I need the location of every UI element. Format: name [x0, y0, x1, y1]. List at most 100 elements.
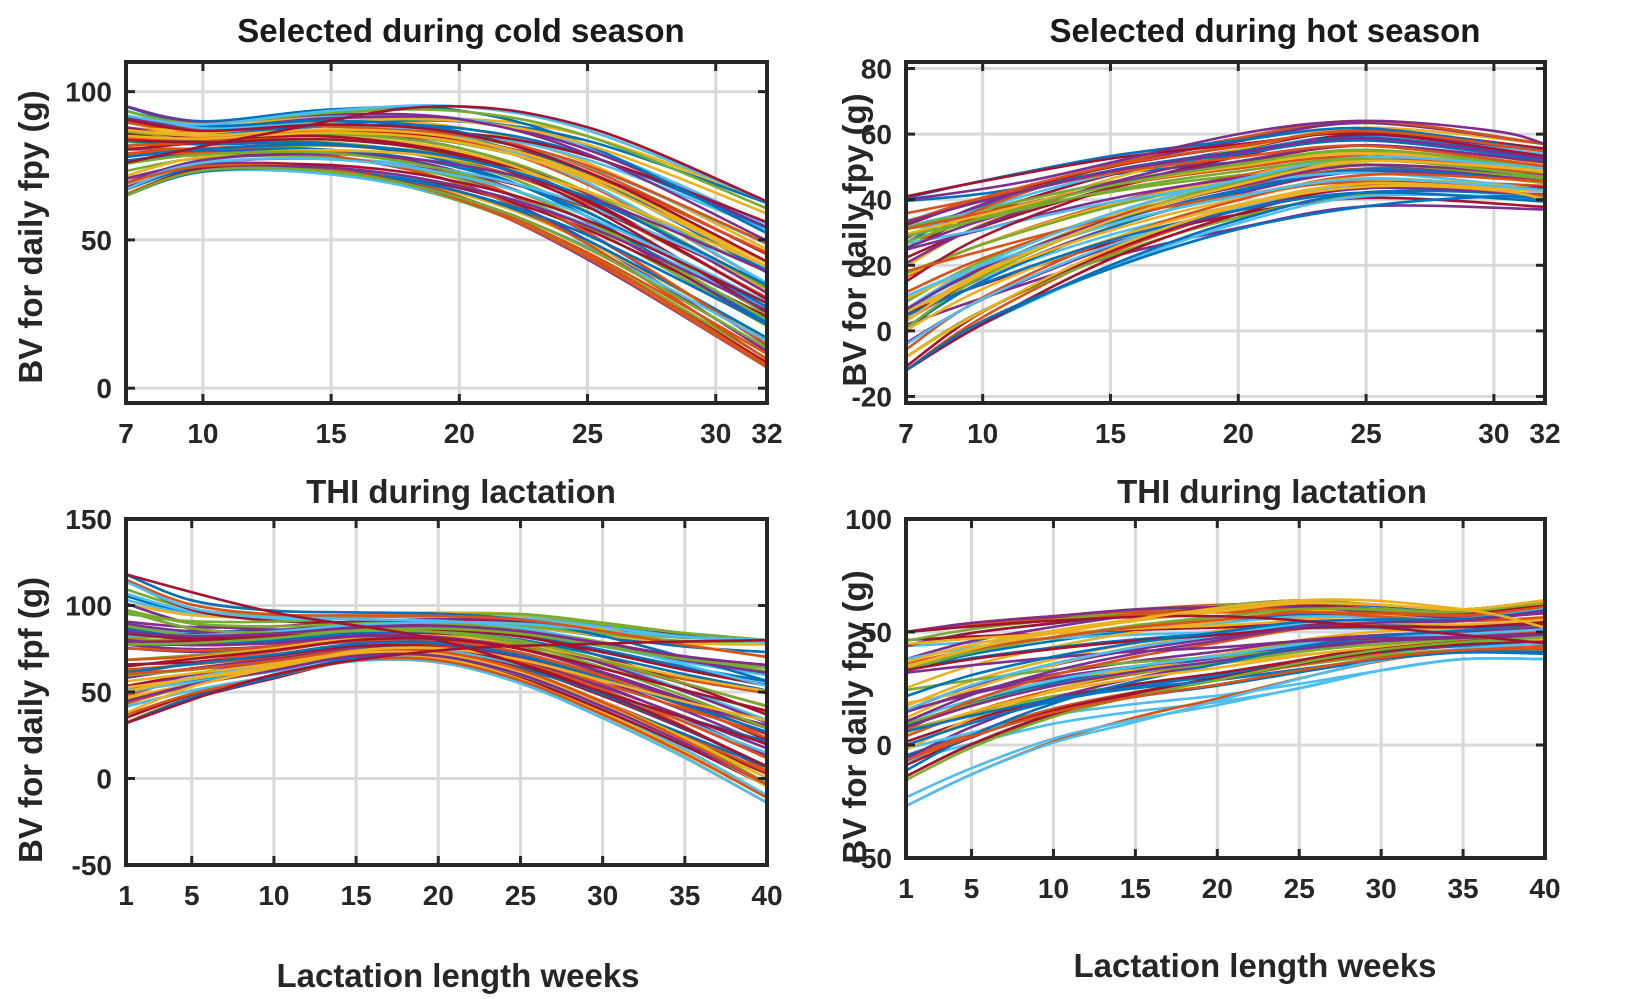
y-tick-label: 50: [81, 225, 112, 256]
data-series-line: [126, 573, 767, 683]
data-series-line: [126, 105, 767, 242]
highlight-series-line: [906, 194, 1545, 372]
y-tick-label: -20: [852, 381, 892, 412]
tick-labels: 7 10 15 20 25 30 32 0 50 100: [65, 77, 782, 449]
y-tick-label: 0: [876, 730, 892, 761]
data-series-line: [126, 627, 767, 670]
data-series-line: [126, 148, 767, 268]
data-series-line: [126, 157, 767, 304]
y-tick-label: 100: [65, 591, 112, 622]
tick-marks: [124, 62, 769, 403]
axes-frame: [124, 60, 769, 405]
panel-title: Selected during hot season: [1050, 12, 1481, 49]
x-tick-label: 1: [118, 880, 134, 911]
tick-marks: [904, 62, 1547, 403]
highlight-series-line: [906, 184, 1545, 359]
data-series-line: [906, 155, 1545, 231]
x-tick-label: 32: [751, 418, 782, 449]
data-series-line: [126, 166, 767, 350]
data-series-line: [906, 628, 1545, 723]
tick-marks: [124, 517, 769, 867]
data-series-line: [906, 634, 1545, 674]
y-tick-label: 100: [845, 504, 892, 535]
x-tick-label: 5: [184, 880, 200, 911]
x-tick-label: 25: [1351, 418, 1382, 449]
x-tick-label: 15: [316, 418, 347, 449]
data-series-line: [906, 621, 1545, 672]
highlight-series-line: [126, 638, 767, 725]
data-series-line: [906, 181, 1545, 332]
x-tick-label: 40: [751, 880, 782, 911]
series-group: [906, 598, 1545, 808]
data-series-line: [906, 635, 1545, 782]
x-tick-label: 35: [1447, 873, 1478, 904]
x-tick-label: 25: [572, 418, 603, 449]
panel-cold-season-thi: Selected during cold season THI during l…: [12, 12, 783, 510]
highlight-series-line: [126, 573, 767, 746]
y-tick-label: 80: [861, 54, 892, 85]
x-tick-label: 15: [341, 880, 372, 911]
y-tick-label: 0: [876, 316, 892, 347]
highlight-series-line: [906, 119, 1545, 201]
x-tick-label: 10: [967, 418, 998, 449]
data-series-line: [126, 128, 767, 264]
data-series-line: [126, 646, 767, 722]
data-series-line: [906, 168, 1545, 311]
panel-hot-season-lactation: Lactation length weeks BV for daily fpy …: [836, 504, 1561, 984]
data-series-line: [126, 152, 767, 273]
x-tick-label: 20: [444, 418, 475, 449]
data-series-line: [126, 118, 767, 263]
x-tick-label: 30: [700, 418, 731, 449]
y-tick-label: -50: [852, 843, 892, 874]
y-tick-label: 0: [96, 373, 112, 404]
y-tick-label: 50: [81, 677, 112, 708]
x-tick-label: 25: [1284, 873, 1315, 904]
x-tick-label: 20: [1223, 418, 1254, 449]
data-series-line: [126, 609, 767, 730]
y-tick-label: 40: [861, 185, 892, 216]
panel-hot-season-thi: Selected during hot season THI during la…: [836, 12, 1561, 510]
y-axis-label: BV for daily fpy (g): [12, 90, 49, 383]
data-series-line: [906, 647, 1545, 762]
x-tick-label: 15: [1095, 418, 1126, 449]
x-tick-label: 7: [118, 418, 134, 449]
data-series-line: [126, 620, 767, 642]
series-group: [126, 104, 767, 369]
panel-title: Selected during cold season: [237, 12, 684, 49]
y-tick-label: 60: [861, 119, 892, 150]
y-axis-label: BV for daily fpy (g): [836, 93, 873, 386]
data-series-line: [906, 599, 1545, 664]
highlight-series-line: [906, 598, 1545, 668]
x-axis-label: THI during lactation: [306, 473, 616, 510]
data-series-line: [906, 177, 1545, 298]
highlight-series-line: [906, 614, 1545, 645]
x-tick-label: 10: [1038, 873, 1069, 904]
y-tick-label: 150: [65, 504, 112, 535]
gridlines: [124, 62, 769, 403]
data-series-line: [126, 117, 767, 215]
highlight-series-line: [126, 104, 767, 203]
x-axis-label: Lactation length weeks: [1073, 947, 1436, 984]
x-tick-label: 30: [1478, 418, 1509, 449]
y-tick-label: 0: [96, 764, 112, 795]
tick-labels: 7 10 15 20 25 30 32 -20 0 20 40 60 80: [852, 54, 1561, 449]
x-tick-label: 1: [898, 873, 914, 904]
x-tick-label: 35: [669, 880, 700, 911]
y-axis-label: BV for daily fpy (g): [836, 570, 873, 863]
series-group: [906, 119, 1545, 372]
data-series-line: [126, 105, 767, 274]
series-group: [126, 573, 767, 804]
axes-frame: [904, 517, 1547, 860]
x-tick-label: 15: [1120, 873, 1151, 904]
x-tick-label: 40: [1529, 873, 1560, 904]
x-axis-label: THI during lactation: [1117, 473, 1427, 510]
data-series-line: [906, 129, 1545, 224]
data-series-line: [126, 634, 767, 730]
panel-cold-season-lactation: Lactation length weeks BV for daily fpf …: [12, 504, 783, 994]
x-tick-label: 20: [423, 880, 454, 911]
tick-marks: [904, 517, 1547, 860]
x-tick-label: 7: [898, 418, 914, 449]
